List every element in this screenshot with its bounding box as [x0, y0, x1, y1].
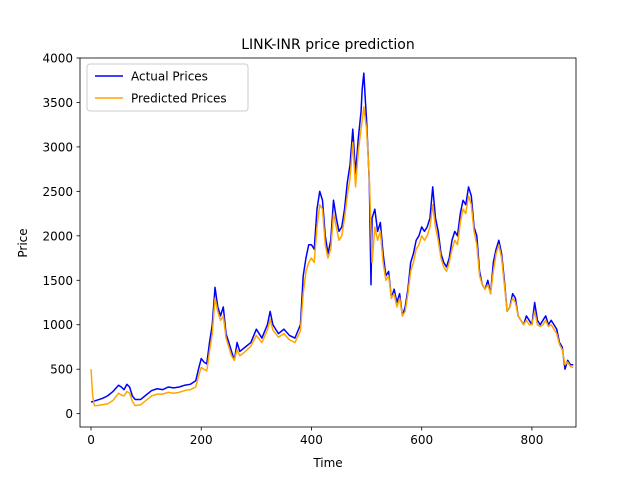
legend: Actual Prices Predicted Prices	[86, 63, 249, 112]
y-tick-label: 500	[50, 363, 73, 377]
chart-title: LINK-INR price prediction	[241, 37, 414, 53]
legend-label-1: Predicted Prices	[131, 92, 227, 106]
y-tick-label: 4000	[42, 52, 73, 66]
x-tick-label: 400	[300, 433, 323, 447]
plot-frame	[79, 57, 577, 428]
y-tick-label: 0	[65, 407, 73, 421]
x-axis-label: Time	[312, 456, 342, 470]
x-tick-label: 600	[410, 433, 433, 447]
x-tick-label: 0	[87, 433, 95, 447]
y-tick-label: 3500	[42, 96, 73, 110]
y-tick-label: 2000	[42, 229, 73, 243]
legend-label-0: Actual Prices	[131, 70, 208, 84]
axes: 0 200 400 600 800 0 500 1000 1500 2000 2500 3000 350…	[42, 52, 577, 447]
y-tick-label: 1000	[42, 318, 73, 332]
y-tick-label: 2500	[42, 185, 73, 199]
y-tick-label: 3000	[42, 140, 73, 154]
x-tick-label: 200	[190, 433, 213, 447]
series-line-1	[90, 106, 574, 407]
x-tick-label: 800	[520, 433, 543, 447]
y-tick-label: 1500	[42, 274, 73, 288]
plot-area	[90, 72, 574, 407]
y-axis-label: Price	[16, 228, 30, 257]
legend-box	[86, 63, 249, 112]
